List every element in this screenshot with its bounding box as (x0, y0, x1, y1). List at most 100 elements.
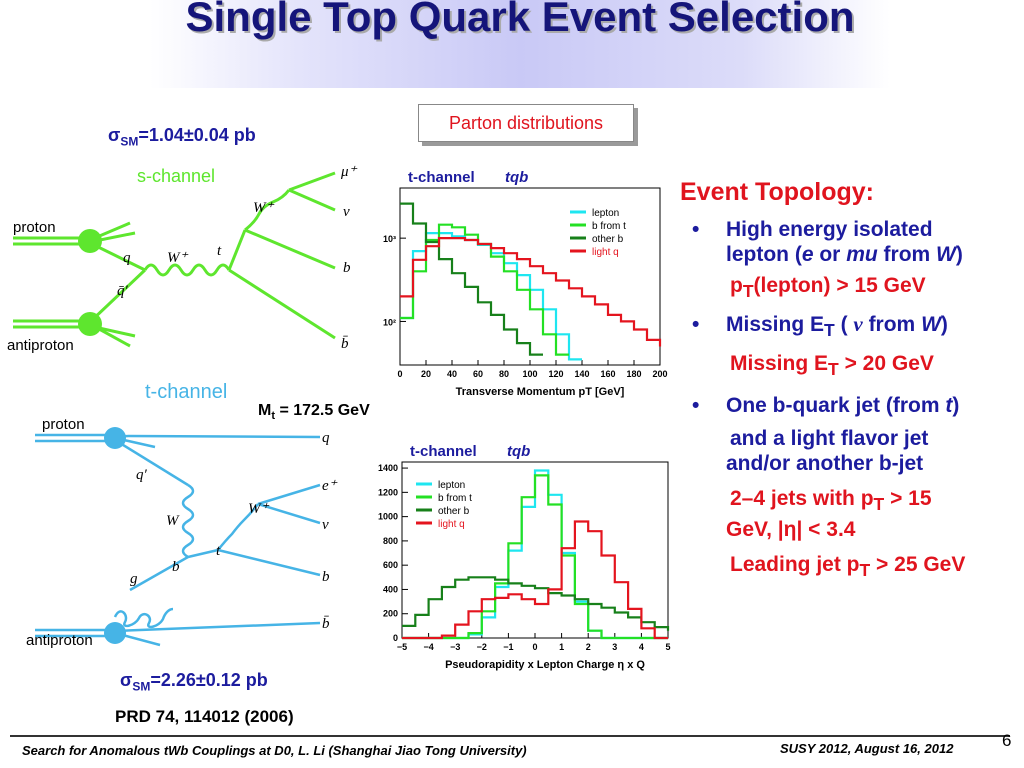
cut4-post: > 25 GeV (870, 552, 966, 576)
label-bbar: b̄ (341, 336, 349, 352)
label-nu: ν (343, 204, 350, 220)
footer-right: SUSY 2012, August 16, 2012 (780, 741, 954, 756)
series-other-b (400, 202, 543, 356)
t-w-propagator (181, 483, 195, 559)
x-axis-label: Transverse Momentum pT [GeV] (456, 386, 625, 398)
y-tick-label: 1000 (378, 512, 398, 522)
t-antiproton-blob (104, 622, 126, 644)
schannel-cross-section: σSM=1.04±0.04 pb (108, 125, 256, 149)
y-tick-label: 0 (393, 633, 398, 643)
top-mass-label: Mt = 172.5 GeV (258, 402, 370, 422)
cut4-sub: T (859, 559, 871, 580)
y-tick-label: 1400 (378, 463, 398, 473)
label-qbar: q̄′ (117, 283, 129, 299)
t-b-line (129, 555, 189, 592)
x-tick-label: 5 (665, 642, 670, 652)
y-tick-label: 600 (383, 560, 398, 570)
y-tick-label: 10³ (383, 234, 396, 244)
met-from: from (862, 313, 922, 337)
w-decay (244, 189, 291, 232)
met-close: ) (940, 313, 948, 337)
eta-q-distribution-plot: t-channel tqb −5 −4 −3 −2 −1 0 1 2 3 4 5 0 200 400 600 80… (370, 432, 675, 680)
x-tick-label: 0 (397, 369, 402, 379)
label-proton: proton (13, 219, 56, 236)
event-topology: Event Topology: • High energy isolated l… (680, 178, 1020, 583)
x-tick-label: 4 (639, 642, 644, 652)
cut3-post: > 15 (884, 486, 932, 510)
x-axis-label: Pseudorapidity x Lepton Charge η x Q (445, 659, 645, 671)
t-top-line (187, 548, 219, 559)
label-q: q (123, 250, 131, 266)
title-band (150, 0, 890, 88)
sigma-symbol: σ (108, 125, 121, 145)
lepton-w: W (936, 243, 956, 266)
reference: PRD 74, 114012 (2006) (115, 707, 294, 726)
y-tick-label: 800 (383, 536, 398, 546)
t-q-out (114, 434, 321, 439)
bjet-cont2: and/or another b-jet (726, 451, 924, 475)
legend-label: light q (592, 247, 619, 258)
mt-subscript: t (271, 410, 275, 423)
bullet-lepton-line2: lepton (e or mu from W) (726, 242, 1020, 267)
plot-title-process: tqb (505, 169, 528, 186)
w-propagator (143, 263, 231, 277)
t-label-qprime: q′ (136, 467, 148, 483)
t-label-positron: e⁺ (322, 478, 338, 494)
t-label-b-out: b (322, 569, 330, 585)
x-tick-label: −2 (477, 642, 487, 652)
t-label-w: W (166, 513, 180, 529)
t-sigma-subscript: SM (132, 679, 151, 694)
series-other-b (402, 576, 670, 631)
cut4-pre: Leading jet p (730, 552, 860, 576)
legend-label: other b (438, 506, 470, 517)
met-sub: T (824, 320, 835, 341)
bullet-lepton-line1: High energy isolated (726, 218, 933, 241)
label-muon: μ⁺ (340, 164, 358, 180)
t-label-proton: proton (42, 416, 85, 433)
footer-left: Search for Anomalous tWb Couplings at D0… (22, 743, 527, 758)
page-number: 6 (1002, 731, 1012, 750)
t-label-nu: ν (322, 517, 329, 533)
series-b-from-t (402, 474, 668, 640)
t-label-b-int: b (172, 559, 180, 575)
t-sigma-symbol: σ (120, 670, 133, 690)
antiproton-blob (78, 312, 102, 336)
schannel-label: s-channel (137, 166, 215, 186)
x-tick-label: −5 (397, 642, 407, 652)
lepton-from: from (877, 243, 937, 266)
t-b-out (217, 548, 321, 577)
bullet-bjet: • One b-quark jet (from t) (680, 393, 1020, 418)
b-line (244, 228, 336, 270)
label-w-decay: W⁺ (253, 200, 274, 216)
bullet-met: • Missing ET ( ν from W) (680, 312, 1020, 343)
x-tick-label: 140 (574, 369, 589, 379)
proton-blob (78, 229, 102, 253)
x-tick-label: 3 (612, 642, 617, 652)
antiquark-line (88, 268, 147, 324)
cut-lepton-pt: pT(lepton) > 15 GeV (680, 273, 1020, 304)
t-bbar-line (114, 621, 321, 633)
label-b: b (343, 260, 351, 276)
lepton-or: or (813, 243, 847, 266)
bjet-pre: One b-quark jet (from (726, 393, 946, 417)
tchannel-label: t-channel (145, 381, 227, 403)
mt-prefix: M (258, 402, 272, 419)
t-label-antiproton: antiproton (26, 632, 93, 649)
parton-distributions-box: Parton distributions (418, 104, 634, 142)
t-nu-line (257, 502, 321, 525)
bjet-continuation: and a light flavor jet and/or another b-… (680, 426, 1020, 476)
x-tick-label: 80 (499, 369, 509, 379)
bullet-dot: • (692, 393, 700, 417)
pt-distribution-plot: t-channel tqb 0 20 40 60 80 100 120 140 160 180 200 1… (370, 160, 670, 402)
tchannel-feynman-diagram: t-channel proton antiproton q q′ W b g t… (20, 375, 365, 650)
x-tick-label: 0 (532, 642, 537, 652)
legend-label: lepton (438, 480, 465, 491)
bjet-cont1: and a light flavor jet (730, 426, 929, 450)
lepton-open: lepton ( (726, 243, 802, 266)
legend-label: b from t (438, 493, 472, 504)
plot-title: t-channel (408, 169, 475, 186)
bullet-lepton: • High energy isolated lepton (e or mu f… (680, 217, 1020, 267)
met-pre: Missing E (726, 313, 825, 337)
x-tick-label: 1 (559, 642, 564, 652)
footer-rule (10, 735, 1010, 737)
